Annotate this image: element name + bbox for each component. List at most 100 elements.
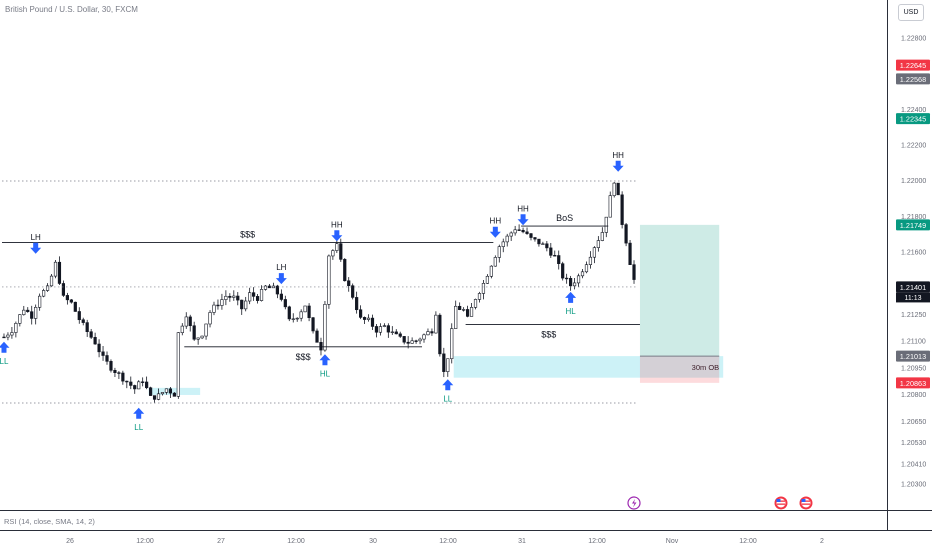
y-tick-label: 1.22400 <box>901 107 926 114</box>
candle-body <box>604 216 608 233</box>
pivot-label: LH <box>276 263 286 272</box>
x-tick-label: 12:00 <box>287 538 305 545</box>
candle-body <box>493 257 497 267</box>
pivot-label: HH <box>331 220 343 229</box>
candle-body <box>152 395 157 400</box>
candle-body <box>430 331 434 334</box>
candle-body <box>553 255 557 257</box>
candle-body <box>228 295 232 298</box>
candle-body <box>462 309 466 311</box>
candle-body <box>592 247 596 258</box>
price-tag-label: 1.22568 <box>900 75 926 84</box>
candle-body <box>549 247 553 256</box>
candle-body <box>244 300 248 310</box>
candle-body <box>584 264 589 273</box>
candle-body <box>533 237 537 240</box>
candle-body <box>49 275 54 287</box>
x-tick-label: 12:00 <box>588 538 606 545</box>
event-icons[interactable] <box>627 496 813 510</box>
up-arrow-icon <box>0 341 10 353</box>
candle-body <box>164 388 169 393</box>
candle-body <box>576 275 581 284</box>
candle-body <box>263 285 268 290</box>
position-stop-zone <box>639 356 720 383</box>
candle-body <box>588 256 593 265</box>
candle-body <box>279 293 283 300</box>
candle-body <box>541 243 545 245</box>
zone-label: 30m OB <box>692 363 720 372</box>
price-axis[interactable]: 1.22800 1.22400 1.22200 1.22000 1.21800 1.216… <box>896 35 930 488</box>
candle-body <box>402 336 406 343</box>
candle-body <box>406 341 410 344</box>
down-arrow-icon <box>517 214 529 226</box>
candle-body <box>331 250 335 257</box>
candle-body <box>125 380 129 383</box>
candle-body <box>61 283 66 296</box>
down-arrow-icon <box>30 242 42 254</box>
price-tag-label: 1.20863 <box>900 379 926 388</box>
candle-body <box>422 334 426 340</box>
y-tick-label: 1.21600 <box>901 249 926 256</box>
x-tick-label: 12:00 <box>439 538 457 545</box>
candle-body <box>572 282 577 287</box>
candle-body <box>513 229 517 234</box>
candle-body <box>569 278 573 287</box>
candle-body <box>18 314 22 324</box>
pivot-hl-marker: HL <box>565 291 577 316</box>
candle-body <box>366 317 371 320</box>
pivot-label: HL <box>320 369 331 378</box>
candle-body <box>477 293 482 300</box>
candle-body <box>133 385 137 390</box>
y-tick-label: 1.20300 <box>901 481 926 488</box>
price-tag-bg <box>896 219 930 231</box>
candle-body <box>2 336 6 339</box>
structure-label: $$$ <box>541 330 556 340</box>
candle-body <box>327 255 331 305</box>
pivot-hh-marker: HH <box>612 151 624 172</box>
candle-body <box>101 351 105 356</box>
y-tick-label: 1.22800 <box>901 35 926 42</box>
candle-body <box>458 305 462 310</box>
up-arrow-icon <box>442 379 454 391</box>
candle-body <box>6 334 10 338</box>
rsi-indicator-label[interactable]: RSI (14, close, SMA, 14, 2) <box>4 517 95 526</box>
pivot-label: HL <box>566 307 577 316</box>
pivot-label: HH <box>517 204 529 213</box>
x-tick-label: 31 <box>518 538 526 545</box>
currency-button[interactable]: USD <box>898 4 924 21</box>
candle-body <box>77 311 81 321</box>
x-tick-label: 12:00 <box>136 538 154 545</box>
pivot-hh-marker: HH <box>331 220 343 242</box>
us-flag-stripe <box>802 500 810 502</box>
drawn-lines: $$$ $$$ $$$ BoS <box>2 180 640 404</box>
candle-body <box>303 305 307 313</box>
candle-body <box>232 295 236 298</box>
candle-body <box>446 358 450 372</box>
down-arrow-icon <box>331 230 343 242</box>
candle-body <box>212 304 216 313</box>
time-axis[interactable]: 26 12:00 27 12:00 30 12:00 31 12:00 Nov 12:00 2 <box>66 538 824 545</box>
pivot-ll-marker: LL <box>0 341 10 366</box>
candle-body <box>434 314 438 334</box>
x-tick-label: 30 <box>369 538 377 545</box>
countdown-bg <box>896 292 930 303</box>
price-tag-bg <box>896 59 930 71</box>
candle-body <box>57 261 62 284</box>
x-tick-label: 2 <box>820 538 824 545</box>
candle-body <box>255 296 260 301</box>
us-flag-canton <box>801 499 806 502</box>
up-arrow-icon <box>133 407 145 419</box>
candle-body <box>252 292 256 297</box>
candle-body <box>85 322 89 333</box>
pivot-ll-marker: LL <box>133 407 145 432</box>
pivot-ll-marker: LL <box>442 379 454 403</box>
candle-body <box>394 331 398 335</box>
candle-body <box>390 331 394 333</box>
down-arrow-icon <box>612 160 624 172</box>
price-tag-label: 1.21013 <box>900 352 926 361</box>
candle-body <box>485 275 490 284</box>
us-flag-canton <box>776 499 781 502</box>
us-flag-stripe <box>777 503 785 505</box>
pivot-hh-marker: HH <box>517 204 529 226</box>
